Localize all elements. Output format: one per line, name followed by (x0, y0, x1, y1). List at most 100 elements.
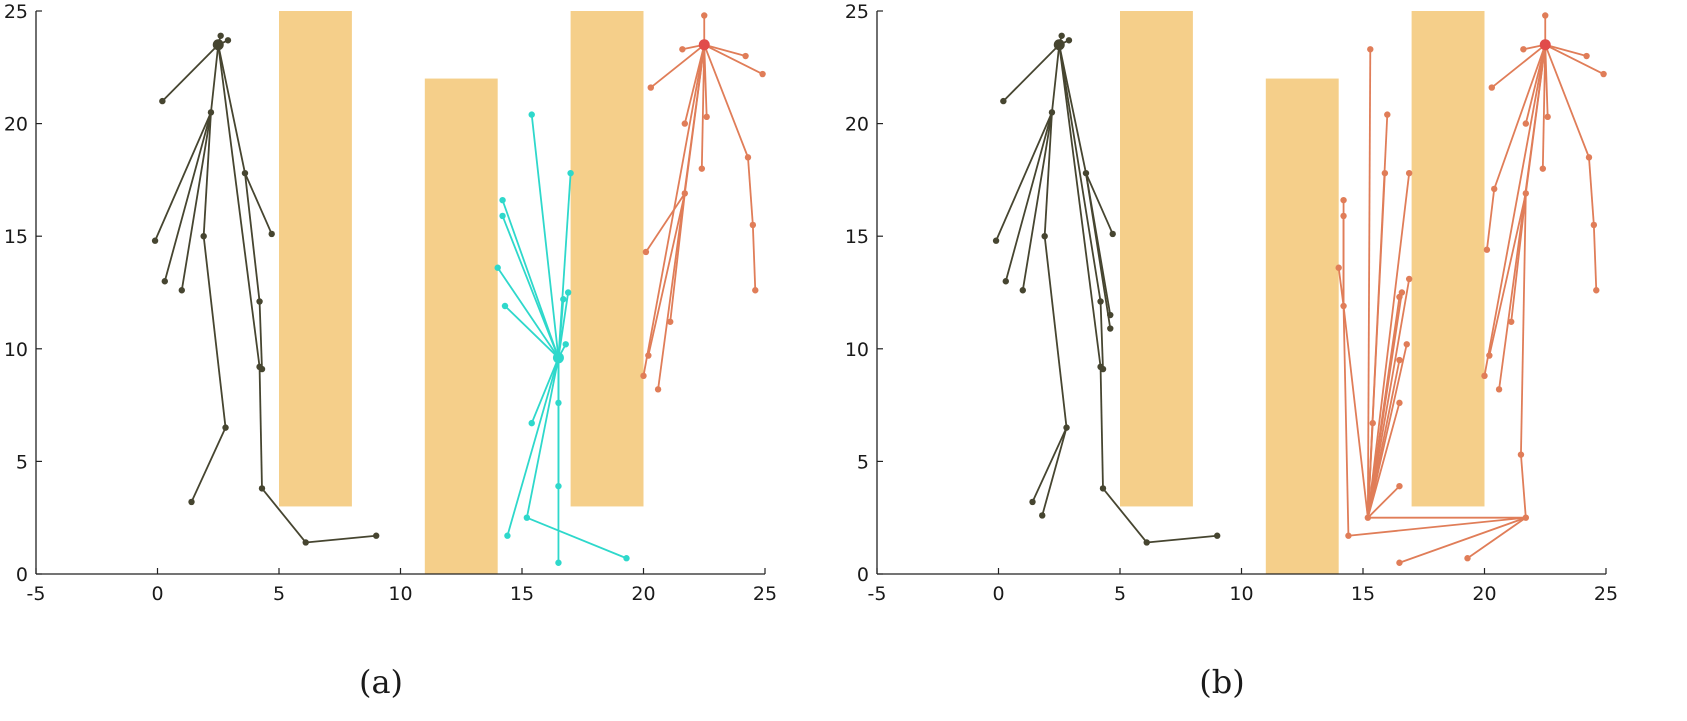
tree-node (499, 196, 506, 204)
tree-edge (1085, 173, 1112, 329)
tree-node (1335, 264, 1342, 271)
tree-node (749, 221, 757, 229)
x-tick-label: -5 (868, 583, 887, 605)
tree-edge (501, 199, 560, 359)
tree-node (1464, 555, 1471, 562)
tree-edge (1051, 44, 1061, 113)
tree-node (1398, 289, 1406, 296)
tree-node (200, 233, 207, 240)
tree-edge (496, 267, 560, 359)
tree-node (562, 341, 569, 348)
tree-edge (645, 192, 686, 253)
tree-edge (657, 44, 706, 390)
tree-node (528, 111, 535, 118)
tree-node (217, 32, 224, 39)
tree-edge (530, 114, 560, 358)
x-tick-label: 20 (631, 583, 655, 605)
tree-node (744, 154, 752, 161)
tree-node (679, 46, 686, 53)
tree-edge (504, 305, 560, 359)
tree-edge (1491, 44, 1546, 89)
tree-node (1403, 341, 1410, 348)
tree-edge (1041, 427, 1068, 516)
tree-root (1539, 39, 1551, 51)
tree-node (222, 424, 229, 431)
tree-edge (1498, 44, 1547, 390)
tree-edge (1520, 193, 1527, 455)
tree-node (1063, 424, 1070, 431)
x-tick-label: 25 (753, 583, 777, 605)
tree-node (567, 169, 574, 177)
obstacle-2 (424, 78, 498, 574)
tree-node (1107, 311, 1114, 319)
tree-goal-tree (640, 12, 766, 393)
tree-node (1058, 32, 1065, 39)
tree-node (1107, 325, 1114, 332)
tree-edge (1592, 224, 1598, 291)
tree-node (224, 37, 232, 44)
tree-node (1544, 113, 1551, 121)
tree-node (1041, 233, 1048, 240)
tree-node (1367, 46, 1374, 53)
tree-node (1369, 419, 1376, 427)
tree-node (654, 386, 662, 393)
tree-node (1002, 278, 1009, 285)
obstacle-2 (1265, 78, 1339, 574)
tree-edge (647, 193, 686, 356)
tree-node (742, 52, 749, 60)
tree-node (1522, 120, 1530, 127)
tree-edge (557, 299, 565, 358)
tree-node (256, 363, 263, 371)
tree-node (1522, 514, 1530, 521)
tree-node (302, 539, 309, 546)
y-tick-label: 0 (857, 564, 869, 586)
y-tick-label: 5 (857, 451, 869, 473)
obstacle-1 (279, 11, 352, 507)
tree-node (1396, 559, 1403, 566)
tree-node (1488, 84, 1495, 91)
tree-node (523, 514, 531, 521)
tree-edge (244, 172, 273, 235)
tree-node (1082, 169, 1090, 177)
tree-edge (747, 157, 754, 226)
tree-node (1396, 399, 1403, 407)
tree-edge (202, 236, 227, 428)
tree-edge (1488, 193, 1527, 356)
x-tick-label: 15 (1351, 583, 1375, 605)
tree-node (1396, 482, 1403, 490)
tree-edge (1510, 193, 1527, 322)
tree-edge (1541, 44, 1547, 169)
tree-edge (180, 112, 212, 291)
tree-node (1590, 221, 1598, 229)
tree-edge (1342, 305, 1369, 518)
tree-node (161, 278, 168, 285)
tree-edge (154, 111, 212, 242)
tree-edge (703, 44, 749, 158)
tree-edge (700, 44, 706, 169)
tree-node (564, 289, 572, 296)
tree-root (1053, 39, 1065, 51)
y-tick-label: 0 (16, 564, 28, 586)
tree-node (1542, 12, 1549, 19)
tree-edge (1342, 305, 1350, 536)
tree-edge (703, 43, 763, 75)
tree-edge (1002, 44, 1060, 102)
x-tick-label: -5 (27, 583, 46, 605)
tree-edge (1366, 402, 1401, 518)
tree-node (151, 237, 159, 244)
tree-edge (1466, 516, 1527, 559)
y-tick-label: 15 (4, 226, 28, 248)
tree-edge (1085, 172, 1114, 235)
tree-edge (202, 112, 212, 237)
tree-node (640, 372, 647, 380)
tree-node (256, 298, 263, 305)
tree-edge (669, 193, 686, 322)
tree-node (1065, 37, 1073, 44)
tree-edge (261, 487, 307, 544)
y-tick-label: 10 (845, 339, 869, 361)
tree-edge (244, 173, 261, 302)
tree-node (623, 555, 630, 562)
x-tick-label: 5 (273, 583, 285, 605)
